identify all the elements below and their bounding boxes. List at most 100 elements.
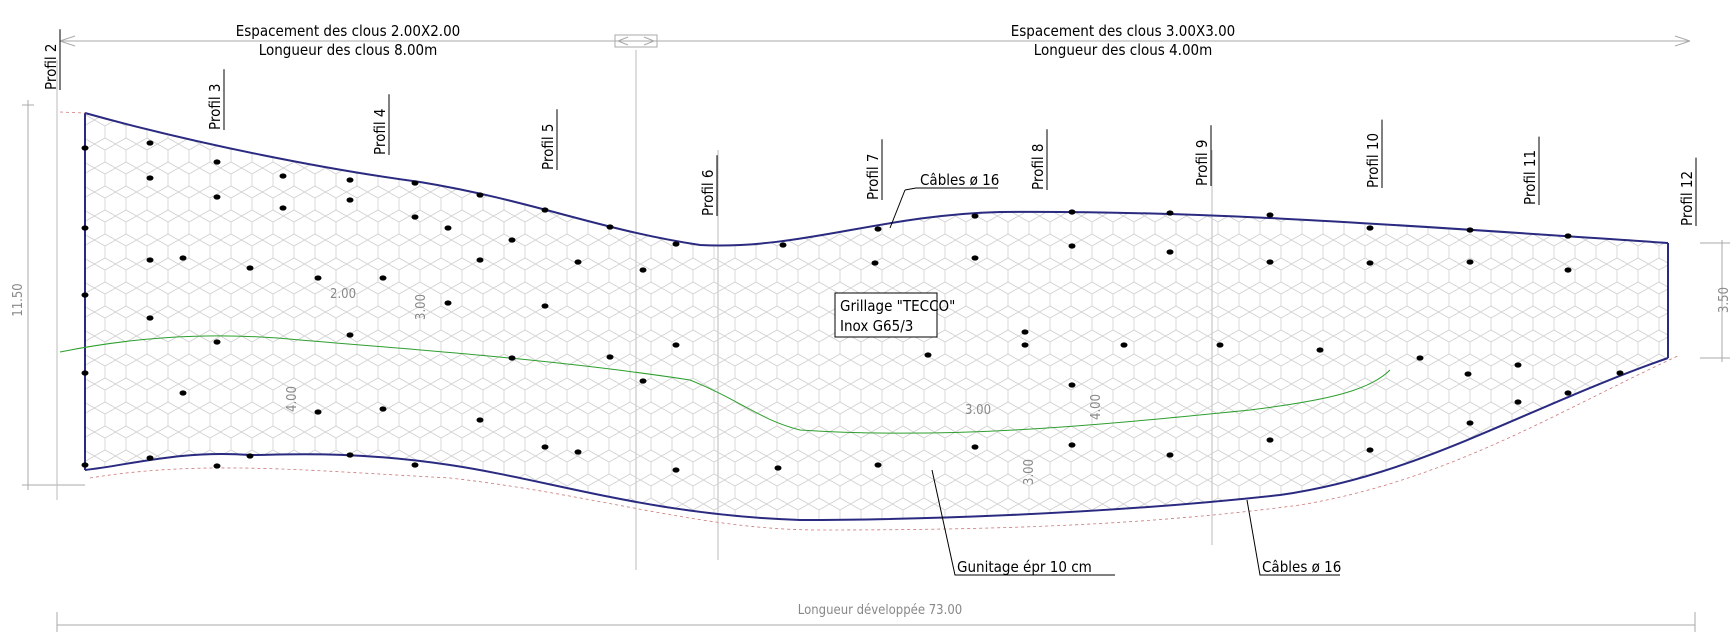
nail-point xyxy=(1466,259,1474,265)
profile-label: Profil 9 xyxy=(1193,140,1211,186)
svg-text:Espacement des clous 2.00X2.00: Espacement des clous 2.00X2.00 xyxy=(236,22,461,40)
nail-point xyxy=(1266,437,1274,443)
nail-point xyxy=(1166,249,1174,255)
nail-point xyxy=(213,159,221,165)
nail-point xyxy=(1021,342,1029,348)
svg-text:3.00: 3.00 xyxy=(965,403,991,418)
nail-point xyxy=(213,463,221,469)
nail-point xyxy=(346,197,354,203)
nail-point xyxy=(314,409,322,415)
svg-text:Inox G65/3: Inox G65/3 xyxy=(840,317,913,335)
nail-point xyxy=(924,352,932,358)
nail-point xyxy=(508,237,516,243)
nail-point xyxy=(179,255,187,261)
left-dimension: 11.50 xyxy=(11,283,26,316)
nail-point xyxy=(871,260,879,266)
nail-point xyxy=(179,390,187,396)
nail-point xyxy=(279,205,287,211)
nail-point xyxy=(508,355,516,361)
nail-point xyxy=(1021,329,1029,335)
nail-point xyxy=(146,315,154,321)
nail-point xyxy=(774,465,782,471)
nail-point xyxy=(541,444,549,450)
gunite-edge xyxy=(59,111,1681,531)
nail-point xyxy=(146,257,154,263)
nail-point xyxy=(672,241,680,247)
profile-label: Profil 7 xyxy=(864,154,882,200)
svg-text:Câbles ø 16: Câbles ø 16 xyxy=(1262,558,1341,576)
nail-point xyxy=(444,300,452,306)
nail-point xyxy=(779,242,787,248)
nail-point xyxy=(1466,420,1474,426)
mesh-boundary xyxy=(84,112,1669,522)
nail-point xyxy=(672,342,680,348)
bottom-dimension: Longueur développée 73.00 xyxy=(56,603,1696,632)
nail-point xyxy=(444,225,452,231)
nail-point xyxy=(1514,399,1522,405)
nail-point xyxy=(574,449,582,455)
profile-label: Profil 6 xyxy=(699,170,717,216)
nail-point xyxy=(541,303,549,309)
nail-point xyxy=(346,332,354,338)
svg-text:Grillage "TECCO": Grillage "TECCO" xyxy=(840,297,955,315)
nail-point xyxy=(81,145,89,151)
nail-point xyxy=(1166,210,1174,216)
nail-point xyxy=(639,378,647,384)
nail-point xyxy=(1120,342,1128,348)
nail-point xyxy=(476,192,484,198)
nail-point xyxy=(639,267,647,273)
profile-label: Profil 10 xyxy=(1364,133,1382,188)
nail-point xyxy=(1564,390,1572,396)
soil-nails xyxy=(81,140,1624,473)
nail-point xyxy=(146,140,154,146)
nail-point xyxy=(1068,442,1076,448)
nail-point xyxy=(411,214,419,220)
nail-point xyxy=(1366,260,1374,266)
nail-point xyxy=(1564,267,1572,273)
nail-point xyxy=(81,462,89,468)
left-dimension-line xyxy=(22,100,85,490)
callout-gunitage: Gunitage épr 10 cm xyxy=(931,469,1115,576)
callout-cables-bottom: Câbles ø 16 xyxy=(1246,499,1341,576)
nail-point xyxy=(213,194,221,200)
nail-point xyxy=(874,462,882,468)
nail-point xyxy=(1366,447,1374,453)
spacing-left: Espacement des clous 2.00X2.00 Longueur … xyxy=(236,22,461,59)
nail-point xyxy=(346,452,354,458)
svg-text:Longueur des clous 8.00m: Longueur des clous 8.00m xyxy=(259,41,438,59)
svg-text:Espacement des clous 3.00X3.00: Espacement des clous 3.00X3.00 xyxy=(1011,22,1236,40)
nail-point xyxy=(1366,225,1374,231)
nail-point xyxy=(314,275,322,281)
nail-point xyxy=(606,354,614,360)
nail-point xyxy=(971,255,979,261)
nail-point xyxy=(1466,227,1474,233)
svg-text:Gunitage épr 10 cm: Gunitage épr 10 cm xyxy=(957,558,1092,576)
nail-point xyxy=(81,292,89,298)
nail-point xyxy=(1216,342,1224,348)
svg-text:Longueur des clous 4.00m: Longueur des clous 4.00m xyxy=(1034,41,1213,59)
nail-point xyxy=(1514,362,1522,368)
nail-point xyxy=(279,173,287,179)
profile-label: Profil 3 xyxy=(206,84,224,130)
nail-point xyxy=(246,265,254,271)
nail-point xyxy=(1068,209,1076,215)
svg-text:3.00: 3.00 xyxy=(1022,459,1037,485)
nail-point xyxy=(1316,347,1324,353)
nail-point xyxy=(476,257,484,263)
profile-label: Profil 12 xyxy=(1678,171,1696,226)
nail-point xyxy=(246,453,254,459)
profile-label: Profil 2 xyxy=(42,44,60,90)
profile-labels: Profil 2 Profil 3 Profil 4 Profil 5 Profil 6… xyxy=(42,29,1697,226)
nail-point xyxy=(411,462,419,468)
nail-point xyxy=(1564,233,1572,239)
svg-text:4.00: 4.00 xyxy=(1089,394,1104,420)
right-dimension-line xyxy=(1700,240,1730,362)
nail-point xyxy=(379,406,387,412)
inner-dimensions: 2.00 3.00 4.00 3.00 4.00 3.00 xyxy=(285,287,1104,485)
green-line xyxy=(59,335,1391,434)
nail-point xyxy=(1068,382,1076,388)
svg-text:Longueur développée 73.00: Longueur développée 73.00 xyxy=(798,603,962,618)
nail-point xyxy=(541,207,549,213)
nail-point xyxy=(81,370,89,376)
